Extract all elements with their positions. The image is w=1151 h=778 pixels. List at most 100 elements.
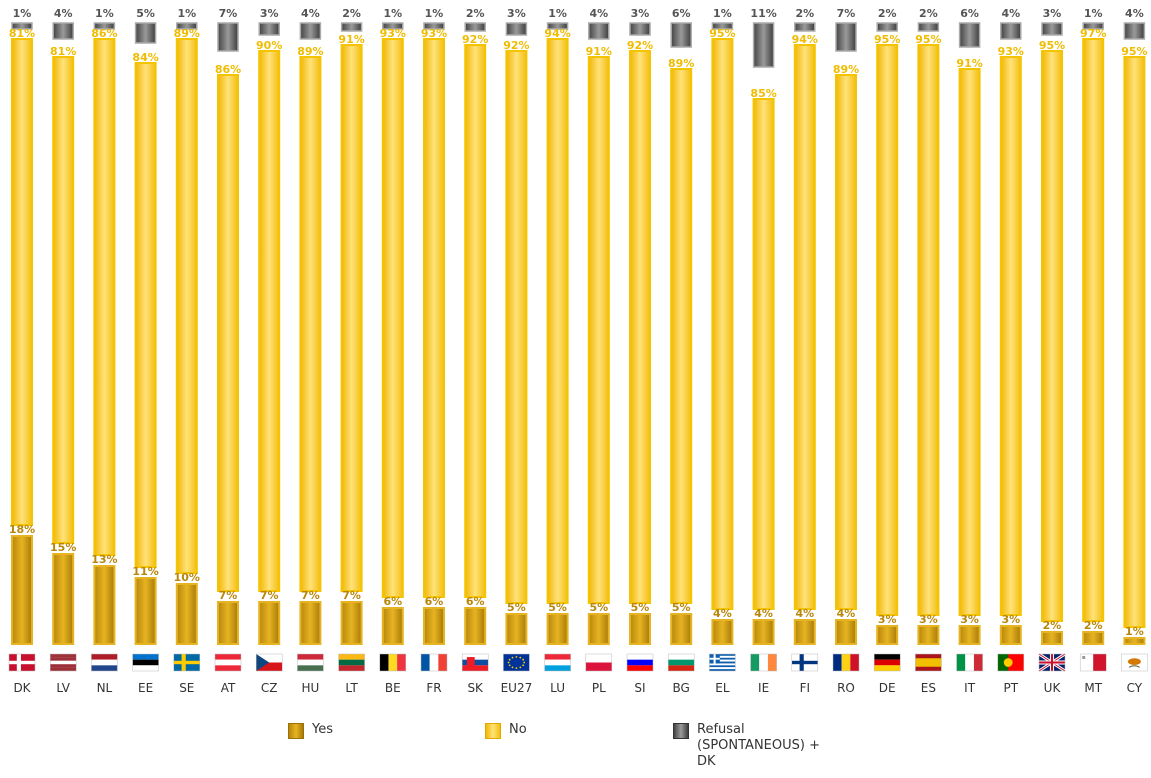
- bar-refusal-sk: [464, 22, 486, 32]
- value-label-yes-mt: 2%: [1084, 619, 1103, 632]
- legend-item-yes: Yes: [288, 722, 333, 739]
- value-label-no-lt: 91%: [338, 33, 364, 46]
- value-label-refusal-si: 3%: [631, 7, 650, 20]
- value-label-yes-be: 6%: [383, 595, 402, 608]
- value-label-yes-pt: 3%: [1001, 613, 1020, 626]
- bar-yes-dk: [11, 535, 33, 645]
- value-label-yes-at: 7%: [219, 589, 238, 602]
- value-label-refusal-it: 6%: [960, 7, 979, 20]
- value-label-yes-ro: 4%: [837, 607, 856, 620]
- bar-no-de: [876, 44, 899, 616]
- value-label-refusal-ie: 11%: [750, 7, 776, 20]
- value-label-yes-ie: 4%: [754, 607, 773, 620]
- flag-at-icon: [214, 653, 242, 672]
- bar-yes-fi: [793, 619, 816, 645]
- x-tick-label-bg: BG: [673, 681, 690, 695]
- value-label-yes-lt: 7%: [342, 589, 361, 602]
- bar-yes-el: [711, 619, 734, 645]
- x-tick-label-be: BE: [385, 681, 401, 695]
- value-label-yes-cy: 1%: [1125, 625, 1144, 638]
- value-label-yes-sk: 6%: [466, 595, 485, 608]
- flag-ie-icon: [750, 653, 777, 672]
- value-label-yes-fi: 4%: [795, 607, 814, 620]
- bar-no-fi: [793, 44, 816, 610]
- value-label-refusal-lv: 4%: [54, 7, 73, 20]
- value-label-no-at: 86%: [215, 63, 241, 76]
- bar-yes-uk: [1041, 631, 1063, 645]
- value-label-no-de: 95%: [874, 33, 900, 46]
- bars-layer: [11, 22, 1146, 645]
- flag-dk-icon: [8, 653, 36, 672]
- flag-bg-icon: [667, 653, 695, 672]
- bar-refusal-cy: [1123, 22, 1146, 40]
- x-tick-label-de: DE: [879, 681, 896, 695]
- bar-refusal-pl: [588, 22, 610, 40]
- bar-refusal-uk: [1041, 22, 1063, 36]
- bar-refusal-ie: [752, 22, 775, 68]
- value-label-refusal-dk: 1%: [13, 7, 32, 20]
- bar-yes-ro: [835, 619, 857, 645]
- x-tick-label-ee: EE: [138, 681, 153, 695]
- value-label-refusal-pl: 4%: [589, 7, 608, 20]
- x-tick-label-sk: SK: [467, 681, 484, 695]
- bar-no-cy: [1123, 56, 1146, 628]
- bar-yes-fr: [423, 607, 445, 645]
- legend-swatch-refusal: [673, 723, 689, 739]
- bar-yes-ie: [752, 619, 775, 645]
- bar-refusal-mt: [1082, 22, 1104, 30]
- bar-refusal-de: [876, 22, 898, 32]
- bar-refusal-si: [629, 22, 651, 36]
- legend-label-refusal: Refusal (SPONTANEOUS) + DK: [697, 722, 820, 769]
- value-label-refusal-nl: 1%: [95, 7, 114, 20]
- flag-lu-icon: [544, 653, 571, 672]
- value-label-no-nl: 86%: [91, 27, 117, 40]
- x-tick-label-se: SE: [179, 681, 194, 695]
- bar-no-lv: [52, 56, 75, 544]
- flags-layer: [8, 652, 1148, 673]
- value-label-no-eu27: 92%: [503, 39, 529, 52]
- x-tick-label-dk: DK: [13, 681, 31, 695]
- value-label-refusal-de: 2%: [878, 7, 897, 20]
- bar-no-ie: [752, 98, 775, 610]
- flag-uk-icon: [1038, 652, 1066, 673]
- bar-no-pt: [999, 56, 1022, 616]
- x-tick-label-fi: FI: [800, 681, 810, 695]
- value-label-yes-it: 3%: [960, 613, 979, 626]
- value-label-yes-uk: 2%: [1043, 619, 1062, 632]
- value-label-no-pl: 91%: [586, 45, 612, 58]
- x-tick-label-mt: MT: [1084, 681, 1102, 695]
- bar-yes-lv: [52, 553, 75, 645]
- bar-refusal-el: [711, 22, 734, 30]
- value-label-yes-cz: 7%: [260, 589, 279, 602]
- bar-refusal-lt: [340, 22, 363, 32]
- value-label-no-se: 89%: [174, 27, 200, 40]
- value-label-no-lu: 94%: [544, 27, 570, 40]
- value-label-yes-lv: 15%: [50, 541, 76, 554]
- value-label-refusal-ro: 7%: [837, 7, 856, 20]
- value-label-no-ee: 84%: [132, 51, 158, 64]
- flag-nl-icon: [91, 653, 118, 672]
- value-label-yes-eu27: 5%: [507, 601, 526, 614]
- value-label-no-pt: 93%: [998, 45, 1024, 58]
- value-label-no-dk: 81%: [9, 27, 35, 40]
- value-label-no-fr: 93%: [421, 27, 447, 40]
- flag-se-icon: [173, 653, 201, 672]
- value-label-refusal-cz: 3%: [260, 7, 279, 20]
- bar-yes-lu: [546, 613, 569, 645]
- value-label-yes-ee: 11%: [132, 565, 158, 578]
- flag-sk-icon: [461, 653, 489, 672]
- bar-no-be: [381, 38, 404, 598]
- value-label-no-si: 92%: [627, 39, 653, 52]
- x-tick-label-it: IT: [964, 681, 976, 695]
- value-label-no-be: 93%: [380, 27, 406, 40]
- value-label-no-hu: 89%: [297, 45, 323, 58]
- value-label-refusal-se: 1%: [177, 7, 196, 20]
- bar-yes-at: [217, 601, 239, 645]
- value-label-refusal-sk: 2%: [466, 7, 485, 20]
- bar-yes-lt: [340, 601, 363, 645]
- value-label-refusal-mt: 1%: [1084, 7, 1103, 20]
- bar-yes-de: [876, 625, 899, 645]
- bar-no-ro: [835, 74, 857, 610]
- flag-mt-icon: [1079, 653, 1107, 672]
- value-label-yes-el: 4%: [713, 607, 732, 620]
